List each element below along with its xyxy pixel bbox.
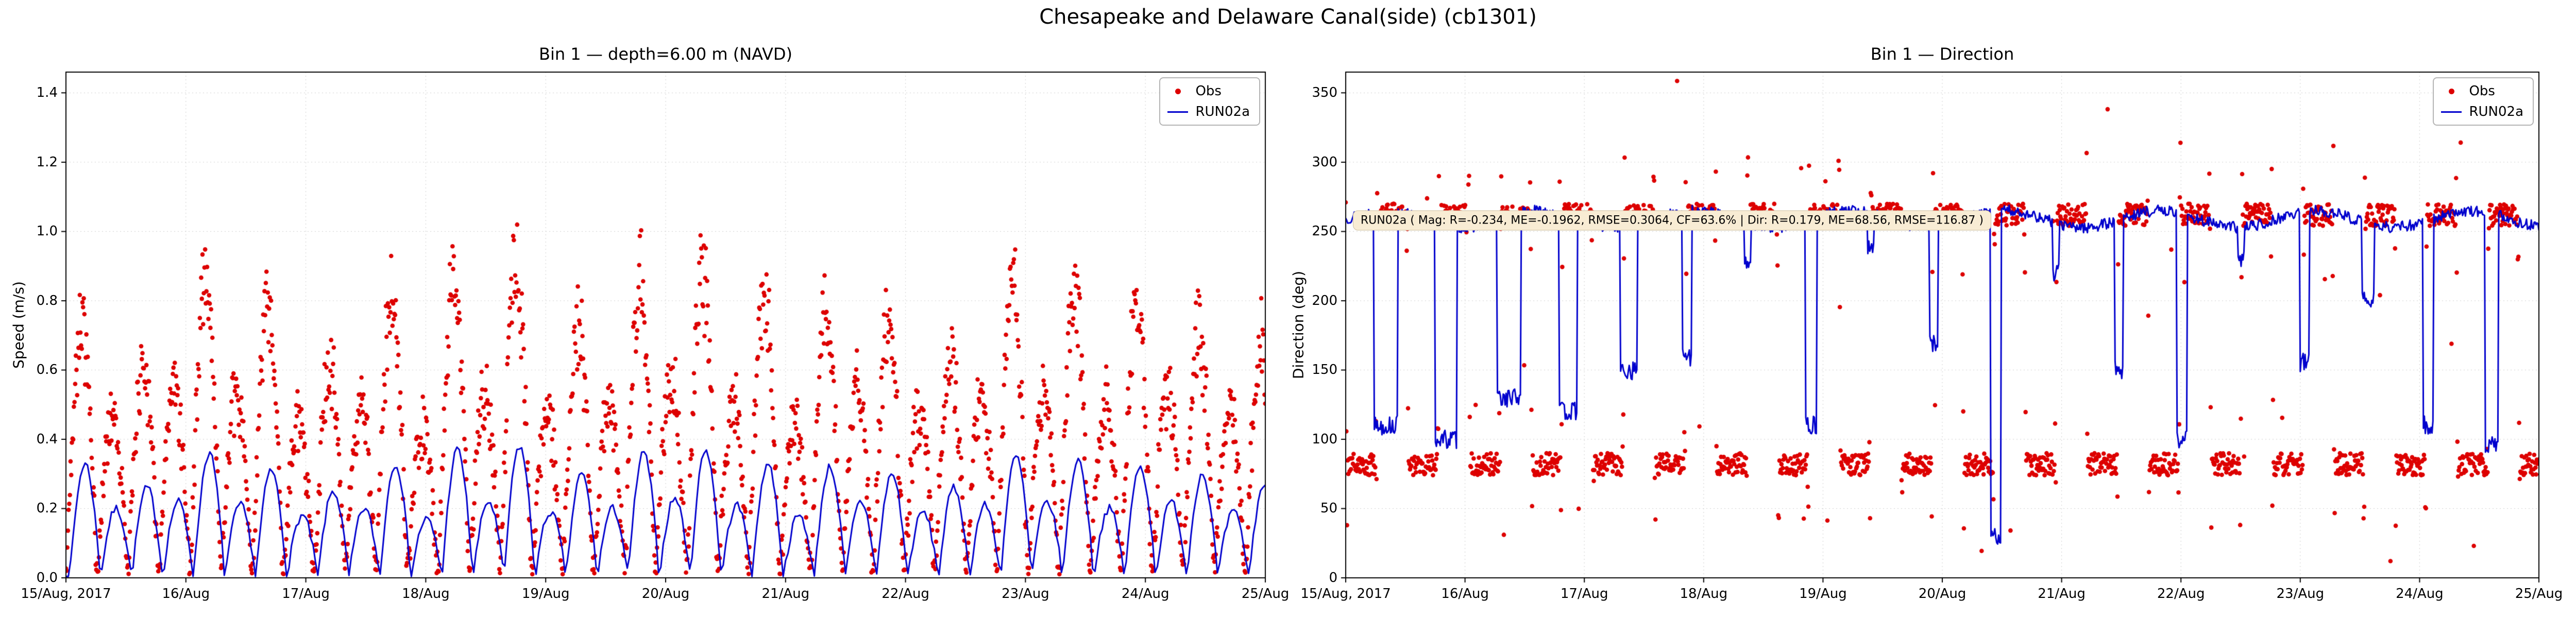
x-tick-label: 23/Aug: [1002, 586, 1049, 602]
x-tick-label: 25/Aug: [2515, 586, 2563, 602]
x-tick-label: 24/Aug: [2396, 586, 2444, 602]
x-tick-label: 20/Aug: [641, 586, 690, 602]
x-tick-label: 25/Aug: [1241, 586, 1290, 602]
model-line-icon: [2441, 111, 2462, 113]
x-tick-label: 21/Aug: [2038, 586, 2086, 602]
y-tick-label: 1.4: [36, 85, 58, 101]
x-tick-label: 19/Aug: [521, 586, 570, 602]
x-tick-label: 16/Aug: [1441, 586, 1489, 602]
direction-plot-canvas: [1336, 63, 2548, 587]
legend-entry-model: RUN02a: [1166, 104, 1250, 119]
speed-y-axis-label: Speed (m/s): [10, 281, 27, 369]
speed-chart-title: Bin 1 — depth=6.00 m (NAVD): [539, 44, 792, 64]
x-tick-label: 18/Aug: [1680, 586, 1728, 602]
x-tick-label: 16/Aug: [162, 586, 210, 602]
y-tick-label: 0.8: [36, 293, 58, 308]
y-tick-label: 0.2: [36, 501, 58, 517]
y-tick-label: 1.0: [36, 224, 58, 239]
model-line-icon: [1167, 111, 1189, 113]
x-tick-label: 15/Aug, 2017: [21, 586, 111, 602]
y-tick-label: 350: [1312, 85, 1337, 101]
legend-label-model: RUN02a: [1195, 104, 1250, 119]
x-tick-label: 15/Aug, 2017: [1300, 586, 1391, 602]
obs-marker-wrap: [1166, 88, 1189, 94]
legend-label-obs: Obs: [2469, 83, 2495, 99]
legend-label-model: RUN02a: [2469, 104, 2523, 119]
speed-legend: Obs RUN02a: [1159, 77, 1260, 126]
direction-chart-title: Bin 1 — Direction: [1870, 44, 2014, 64]
y-tick-label: 1.2: [36, 154, 58, 170]
x-tick-label: 21/Aug: [761, 586, 810, 602]
y-tick-label: 100: [1312, 431, 1337, 447]
y-tick-label: 300: [1312, 154, 1337, 170]
y-tick-label: 50: [1320, 501, 1337, 517]
x-tick-label: 19/Aug: [1799, 586, 1847, 602]
x-tick-label: 17/Aug: [1560, 586, 1608, 602]
obs-dot-icon: [2448, 88, 2454, 94]
legend-entry-obs: Obs: [2440, 83, 2523, 99]
obs-marker-wrap: [2440, 88, 2463, 94]
x-tick-label: 18/Aug: [402, 586, 450, 602]
model-marker-wrap: [2440, 111, 2463, 113]
legend-entry-obs: Obs: [1166, 83, 1250, 99]
x-tick-label: 22/Aug: [2157, 586, 2205, 602]
x-tick-label: 23/Aug: [2276, 586, 2325, 602]
legend-entry-model: RUN02a: [2440, 104, 2523, 119]
direction-y-axis-label: Direction (deg): [1290, 270, 1307, 380]
x-tick-label: 22/Aug: [882, 586, 929, 602]
direction-legend: Obs RUN02a: [2433, 77, 2534, 126]
y-tick-label: 0.6: [36, 362, 58, 378]
speed-plot-canvas: [57, 63, 1275, 587]
x-tick-label: 17/Aug: [282, 586, 330, 602]
figure-title: Chesapeake and Delaware Canal(side) (cb1…: [1039, 5, 1537, 29]
y-tick-label: 150: [1312, 362, 1337, 378]
x-tick-label: 20/Aug: [1918, 586, 1967, 602]
x-tick-label: 24/Aug: [1121, 586, 1170, 602]
model-stats-annotation: RUN02a ( Mag: R=-0.234, ME=-0.1962, RMSE…: [1352, 210, 1991, 231]
y-tick-label: 250: [1312, 224, 1337, 239]
obs-dot-icon: [1175, 88, 1181, 94]
y-tick-label: 0.4: [36, 431, 58, 447]
legend-label-obs: Obs: [1195, 83, 1222, 99]
y-tick-label: 0.0: [36, 570, 58, 586]
model-marker-wrap: [1166, 111, 1189, 113]
y-tick-label: 200: [1312, 293, 1337, 308]
y-tick-label: 0: [1329, 570, 1337, 586]
